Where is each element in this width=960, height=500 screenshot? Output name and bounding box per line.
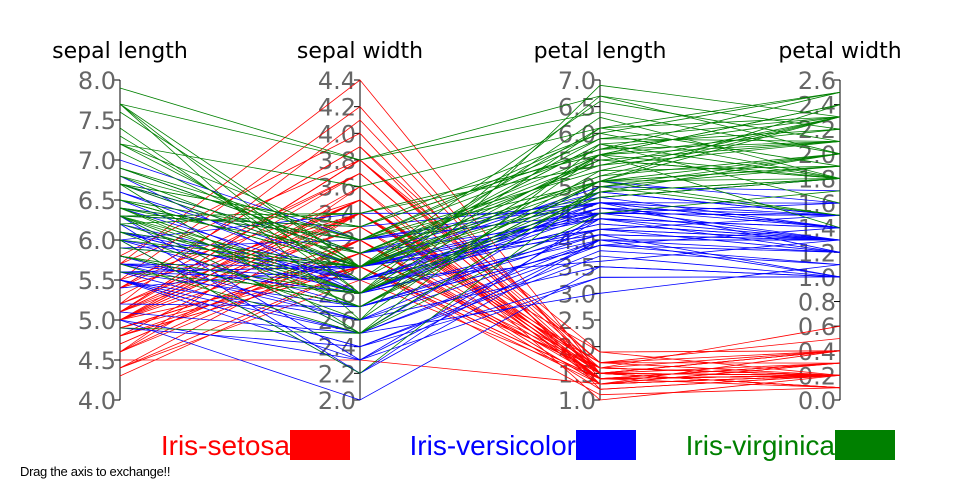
- data-line: [119, 190, 841, 334]
- tick-label: 6.0: [78, 227, 116, 255]
- legend-item: Iris-versicolor: [410, 430, 636, 461]
- data-line: [119, 178, 841, 268]
- data-line: [119, 154, 841, 321]
- data-line: [119, 95, 841, 161]
- tick-label: 2.0: [318, 387, 356, 415]
- tick-label: 0.6: [798, 313, 836, 341]
- tick-label: 8.0: [78, 67, 116, 95]
- data-line: [119, 146, 841, 385]
- data-line: [119, 264, 841, 334]
- tick-label: 6.5: [78, 187, 116, 215]
- tick-label: 2.2: [318, 360, 356, 388]
- tick-label: 0.8: [798, 289, 836, 317]
- drag-hint-text: Drag the axis to exchange!!: [20, 464, 171, 479]
- tick-label: 1.0: [558, 387, 596, 415]
- data-line: [119, 95, 841, 294]
- data-line: [119, 234, 841, 294]
- axis-title[interactable]: sepal width: [297, 39, 423, 64]
- tick-label: 7.0: [558, 67, 596, 95]
- data-line: [119, 132, 841, 241]
- data-line: [119, 218, 841, 321]
- data-line: [119, 84, 841, 321]
- data-line: [119, 159, 841, 254]
- axis-sepal-width[interactable]: sepal width2.02.22.42.62.83.03.23.43.63.…: [297, 39, 423, 415]
- series-Iris-virginica: [119, 84, 841, 374]
- axis-title[interactable]: petal length: [534, 39, 667, 64]
- legend-item: Iris-virginica: [686, 430, 895, 461]
- tick-label: 7.0: [78, 147, 116, 175]
- axis-sepal-length[interactable]: sepal length 4.0 4.5 5.0 5.5 6.0 6.5 7.0 7.5 8.0: [52, 39, 188, 415]
- legend-label: Iris-virginica: [686, 430, 836, 461]
- data-line: [119, 223, 841, 281]
- data-line: [119, 266, 841, 396]
- tick-label: 4.4: [318, 67, 356, 95]
- legend-item: Iris-setosa: [161, 430, 350, 461]
- data-line: [119, 228, 841, 268]
- data-line: [119, 116, 841, 225]
- data-line: [119, 165, 841, 334]
- tick-label: 1.0: [798, 264, 836, 292]
- axis-petal-length[interactable]: petal length1.01.52.02.53.03.54.04.55.05…: [534, 39, 667, 415]
- data-line: [119, 266, 841, 380]
- data-line: [119, 153, 841, 294]
- tick-label: 0.0: [798, 387, 836, 415]
- tick-label: 5.5: [78, 267, 116, 295]
- legend-swatch: [290, 430, 350, 460]
- data-line: [119, 212, 841, 289]
- data-line: [119, 165, 841, 308]
- data-line: [119, 91, 841, 188]
- legend-label: Iris-versicolor: [410, 430, 576, 461]
- data-line: [119, 255, 841, 348]
- data-line: [119, 263, 841, 321]
- data-line: [119, 276, 841, 361]
- data-line: [119, 153, 841, 268]
- data-line: [119, 116, 841, 254]
- tick-label: 4.5: [78, 347, 116, 375]
- data-line: [119, 239, 841, 390]
- data-line: [119, 212, 841, 369]
- axis-petal-width[interactable]: petal width0.00.20.40.60.81.01.21.41.61.…: [778, 39, 901, 415]
- data-line: [119, 178, 841, 268]
- tick-label: 3.0: [558, 280, 596, 308]
- data-line: [119, 228, 841, 281]
- data-line: [119, 91, 841, 228]
- data-line: [119, 87, 841, 161]
- tick-label: 4.0: [318, 120, 356, 148]
- axis-title[interactable]: sepal length: [52, 39, 188, 64]
- tick-label: 4.0: [78, 387, 116, 415]
- data-line: [119, 186, 841, 374]
- tick-label: 2.6: [798, 67, 836, 95]
- data-line: [119, 202, 841, 281]
- data-line: [119, 178, 841, 268]
- tick-label: 7.5: [78, 107, 116, 135]
- legend-swatch: [576, 430, 636, 460]
- tick-label: 5.0: [78, 307, 116, 335]
- legend-swatch: [835, 430, 895, 460]
- data-line: [119, 103, 841, 268]
- legend-label: Iris-setosa: [161, 430, 291, 461]
- axis-title[interactable]: petal width: [778, 39, 901, 64]
